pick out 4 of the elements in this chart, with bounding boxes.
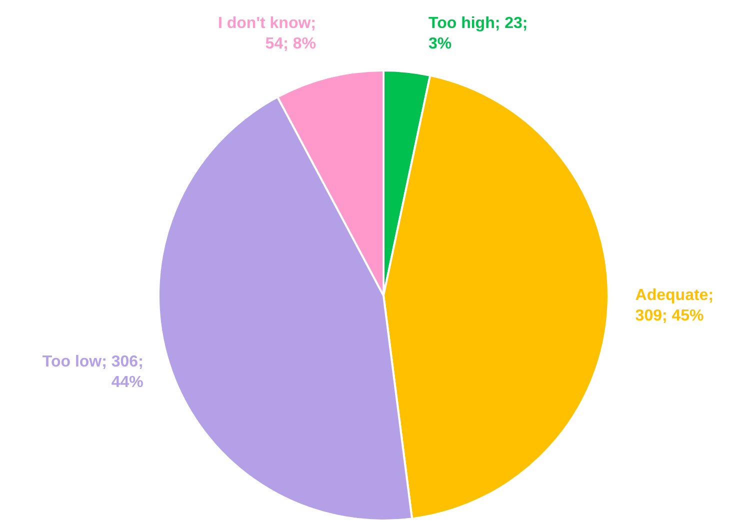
slice-label: Too low; 306; 44% — [42, 353, 144, 391]
slice-label: Adequate; 309; 45% — [635, 287, 714, 324]
slice-label: I don't know; 54; 8% — [218, 15, 316, 52]
slice-label: Too high; 23; 3% — [428, 15, 528, 52]
